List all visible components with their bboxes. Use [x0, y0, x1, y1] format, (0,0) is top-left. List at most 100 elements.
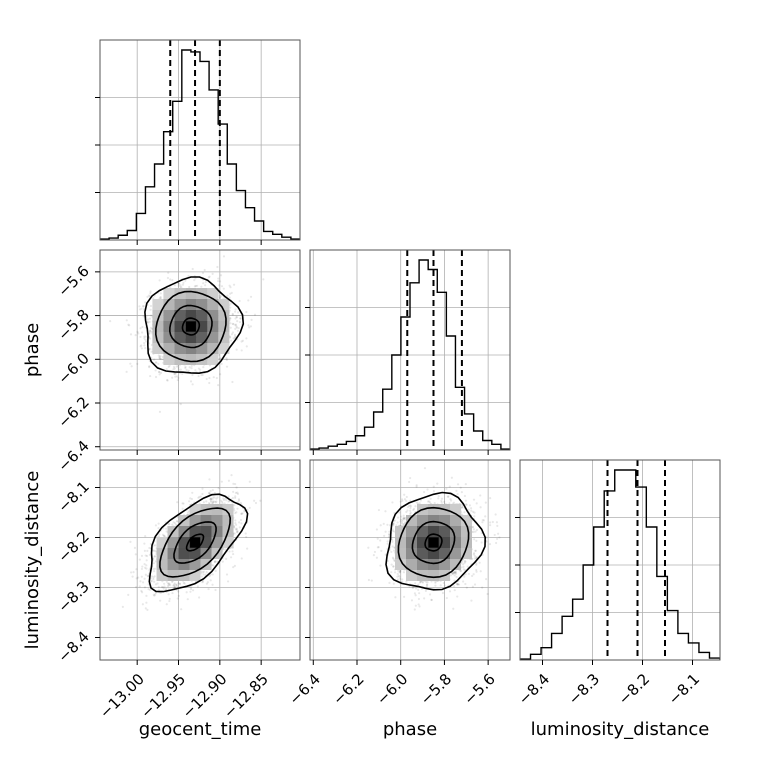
scatter-point	[159, 355, 162, 358]
scatter-point	[207, 587, 210, 591]
scatter-point	[234, 482, 237, 486]
scatter-point	[127, 323, 130, 326]
scatter-point	[244, 532, 247, 535]
scatter-point	[143, 549, 146, 552]
scatter-point	[231, 550, 234, 553]
scatter-point	[179, 368, 182, 371]
scatter-point	[217, 487, 220, 490]
scatter-point	[238, 320, 242, 324]
scatter-point	[209, 489, 212, 493]
scatter-point	[245, 345, 248, 348]
scatter-point	[149, 304, 153, 308]
scatter-point	[177, 590, 180, 593]
scatter-point	[158, 370, 161, 374]
scatter-point	[225, 358, 228, 361]
scatter-point	[225, 365, 229, 368]
scatter-point	[228, 296, 231, 299]
scatter-point	[193, 278, 196, 282]
scatter-point	[158, 356, 161, 360]
scatter-point	[217, 383, 220, 387]
scatter-point	[247, 324, 250, 327]
scatter-point	[189, 380, 193, 383]
scatter-point	[218, 296, 221, 299]
scatter-point	[138, 585, 141, 588]
scatter-point	[168, 599, 171, 603]
scatter-point	[148, 332, 151, 335]
scatter-point	[177, 284, 180, 287]
scatter-point	[259, 499, 262, 502]
scatter-point	[229, 322, 232, 325]
scatter-point	[211, 272, 214, 275]
scatter-point	[189, 590, 192, 593]
scatter-point	[132, 571, 135, 574]
scatter-point	[142, 315, 145, 318]
scatter-point	[217, 277, 220, 280]
scatter-point	[146, 321, 149, 324]
scatter-point	[157, 370, 161, 374]
scatter-point	[217, 279, 220, 283]
scatter-point	[173, 372, 176, 375]
scatter-point	[200, 373, 203, 377]
scatter-point	[207, 276, 210, 279]
scatter-point	[144, 607, 147, 610]
scatter-point	[161, 355, 164, 359]
scatter-point	[230, 474, 233, 477]
scatter-point	[218, 284, 221, 287]
scatter-point	[191, 383, 194, 386]
scatter-point	[218, 357, 221, 361]
scatter-point	[212, 376, 215, 379]
scatter-point	[176, 378, 179, 382]
scatter-point	[226, 294, 229, 297]
scatter-point	[143, 586, 147, 589]
scatter-point	[154, 375, 158, 379]
scatter-point	[237, 498, 241, 501]
scatter-point	[262, 278, 265, 281]
scatter-point	[247, 299, 250, 302]
scatter-point	[227, 479, 231, 482]
scatter-point	[177, 366, 180, 369]
scatter-point	[231, 380, 234, 384]
scatter-point	[232, 337, 235, 340]
scatter-point	[145, 340, 148, 343]
scatter-point	[143, 335, 146, 338]
scatter-point	[253, 313, 257, 316]
scatter-point	[141, 565, 144, 568]
scatter-point	[235, 486, 238, 489]
scatter-point	[169, 278, 172, 281]
scatter-point	[159, 599, 162, 602]
scatter-point	[229, 326, 232, 329]
panel-2d-geocent-time-vs-phase	[95, 249, 301, 455]
scatter-point	[143, 344, 146, 347]
scatter-point	[240, 349, 243, 352]
scatter-point	[175, 365, 178, 368]
scatter-point	[140, 567, 144, 571]
scatter-point	[181, 372, 184, 375]
scatter-point	[211, 583, 214, 586]
scatter-point	[248, 326, 251, 329]
scatter-point	[176, 501, 179, 504]
scatter-point	[135, 568, 138, 571]
scatter-point	[148, 331, 151, 334]
scatter-point	[143, 341, 146, 345]
scatter-point	[231, 322, 234, 325]
scatter-point	[177, 368, 180, 371]
panel-hist-geocent-time	[95, 39, 301, 245]
scatter-point	[191, 589, 195, 592]
panel-2d-geocent-time-vs-luminosity-distance	[95, 459, 301, 665]
scatter-point	[173, 372, 176, 375]
scatter-point	[236, 319, 239, 323]
scatter-point	[219, 373, 222, 376]
scatter-point	[182, 281, 185, 284]
scatter-point	[141, 305, 145, 308]
scatter-point	[225, 573, 229, 576]
scatter-point	[142, 305, 145, 308]
scatter-point	[250, 318, 253, 321]
scatter-point	[197, 367, 201, 370]
scatter-point	[205, 377, 208, 381]
scatter-point	[196, 585, 199, 588]
scatter-point	[188, 285, 191, 289]
scatter-point	[125, 370, 128, 373]
scatter-point	[129, 333, 133, 336]
scatter-point	[150, 350, 153, 353]
